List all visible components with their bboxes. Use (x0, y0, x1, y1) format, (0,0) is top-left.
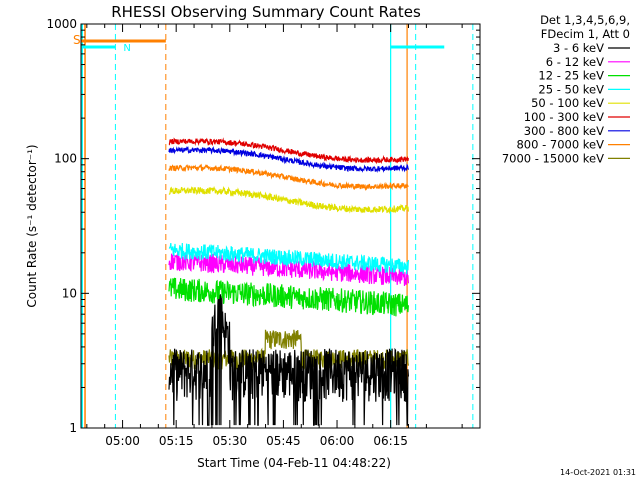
legend-entry: 800 - 7000 keV (516, 138, 604, 152)
legend-header: FDecim 1, Att 0 (541, 27, 630, 41)
saa-flag-label: S (73, 33, 81, 47)
series-line-2 (168, 277, 409, 317)
legend-entry: 7000 - 15000 keV (502, 151, 604, 165)
night-flag-label: N (123, 43, 130, 54)
legend-entry: 12 - 25 keV (538, 69, 604, 83)
x-axis-label: Start Time (04-Feb-11 04:48:22) (197, 456, 391, 470)
chart-title: RHESSI Observing Summary Count Rates (111, 3, 421, 21)
series-line-5 (168, 137, 409, 165)
plot-frame (80, 23, 481, 429)
legend-entry: 6 - 12 keV (546, 55, 604, 69)
series-line-7 (168, 163, 409, 191)
legend-entry: 100 - 300 keV (524, 110, 604, 124)
x-tick-label: 05:00 (105, 434, 140, 448)
legend-entry: 25 - 50 keV (538, 82, 604, 96)
series-line-8 (168, 329, 409, 371)
x-tick-label: 06:15 (373, 434, 408, 448)
footer-date: 14-Oct-2021 01:31 (560, 468, 636, 477)
y-tick-label: 1 (69, 421, 77, 435)
legend-entry: 50 - 100 keV (531, 96, 604, 110)
y-axis-label: Count Rate (s⁻¹ detector⁻¹) (25, 144, 39, 307)
y-tick-label: 100 (54, 152, 77, 166)
y-tick-label: 10 (62, 286, 77, 300)
series-line-3 (168, 242, 409, 275)
legend: Det 1,3,4,5,6,9,FDecim 1, Att 03 - 6 keV… (502, 13, 630, 165)
series-line-0 (168, 294, 409, 426)
plot-area: SN (73, 24, 474, 428)
x-tick-label: 05:45 (266, 434, 301, 448)
y-tick-label: 1000 (46, 17, 77, 31)
legend-entry: 300 - 800 keV (524, 124, 604, 138)
legend-entry: 3 - 6 keV (553, 41, 604, 55)
axis-ticks: 05:00 05:15 05:30 05:45 06:00 06:15 1 10 100 1000 (46, 17, 481, 448)
series-line-4 (168, 185, 409, 215)
legend-header: Det 1,3,4,5,6,9, (540, 13, 630, 27)
series-line-6 (168, 145, 409, 173)
x-tick-label: 05:30 (213, 434, 248, 448)
x-tick-label: 05:15 (159, 434, 194, 448)
x-tick-label: 06:00 (320, 434, 355, 448)
